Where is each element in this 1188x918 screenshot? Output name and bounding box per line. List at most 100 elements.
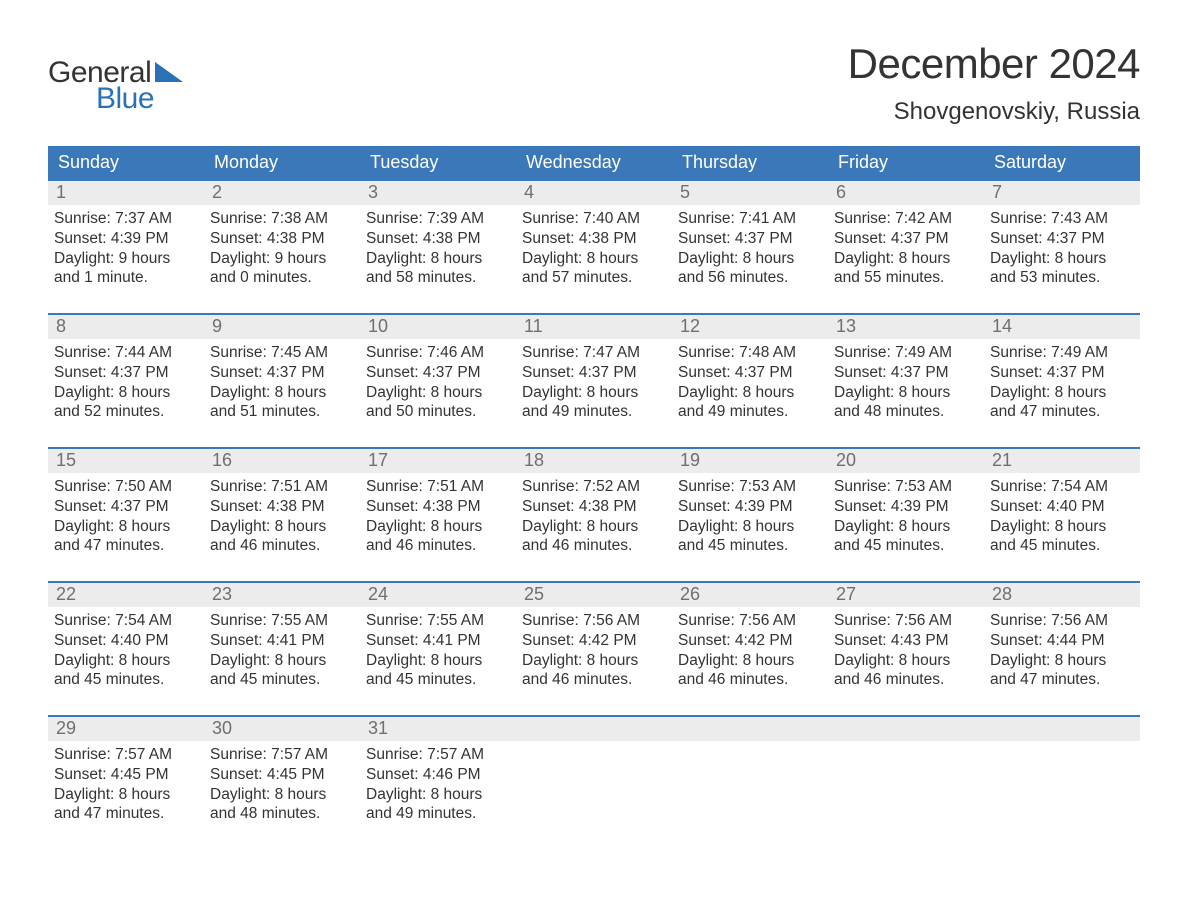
daylight-text: Daylight: 8 hours and 58 minutes.: [366, 249, 510, 289]
calendar: Sunday Monday Tuesday Wednesday Thursday…: [48, 146, 1140, 835]
cell-date: 18: [516, 449, 672, 473]
daylight-text: Daylight: 8 hours and 51 minutes.: [210, 383, 354, 423]
sunset-text: Sunset: 4:38 PM: [522, 229, 666, 249]
sunrise-text: Sunrise: 7:38 AM: [210, 209, 354, 229]
sunrise-text: Sunrise: 7:43 AM: [990, 209, 1134, 229]
title-block: December 2024 Shovgenovskiy, Russia: [848, 40, 1140, 126]
sunrise-text: Sunrise: 7:51 AM: [210, 477, 354, 497]
calendar-cell: .: [984, 717, 1140, 835]
sunrise-text: Sunrise: 7:53 AM: [678, 477, 822, 497]
cell-body: Sunrise: 7:56 AMSunset: 4:42 PMDaylight:…: [672, 607, 828, 690]
calendar-cell: 17Sunrise: 7:51 AMSunset: 4:38 PMDayligh…: [360, 449, 516, 567]
calendar-cell: .: [828, 717, 984, 835]
daylight-text: Daylight: 8 hours and 55 minutes.: [834, 249, 978, 289]
cell-date: 24: [360, 583, 516, 607]
cell-body: Sunrise: 7:56 AMSunset: 4:42 PMDaylight:…: [516, 607, 672, 690]
sunset-text: Sunset: 4:38 PM: [210, 497, 354, 517]
sunrise-text: Sunrise: 7:55 AM: [210, 611, 354, 631]
cell-date: 28: [984, 583, 1140, 607]
sunset-text: Sunset: 4:37 PM: [54, 363, 198, 383]
calendar-cell: 14Sunrise: 7:49 AMSunset: 4:37 PMDayligh…: [984, 315, 1140, 433]
sunset-text: Sunset: 4:37 PM: [54, 497, 198, 517]
cell-date: 9: [204, 315, 360, 339]
calendar-cell: 26Sunrise: 7:56 AMSunset: 4:42 PMDayligh…: [672, 583, 828, 701]
logo-word-blue: Blue: [96, 82, 187, 116]
daylight-text: Daylight: 8 hours and 45 minutes.: [678, 517, 822, 557]
calendar-cell: 12Sunrise: 7:48 AMSunset: 4:37 PMDayligh…: [672, 315, 828, 433]
sunrise-text: Sunrise: 7:39 AM: [366, 209, 510, 229]
sunset-text: Sunset: 4:42 PM: [522, 631, 666, 651]
daylight-text: Daylight: 8 hours and 47 minutes.: [990, 383, 1134, 423]
cell-body: Sunrise: 7:57 AMSunset: 4:46 PMDaylight:…: [360, 741, 516, 824]
cell-body: Sunrise: 7:49 AMSunset: 4:37 PMDaylight:…: [984, 339, 1140, 422]
sunrise-text: Sunrise: 7:56 AM: [522, 611, 666, 631]
daylight-text: Daylight: 9 hours and 1 minute.: [54, 249, 198, 289]
cell-date: 7: [984, 181, 1140, 205]
sunrise-text: Sunrise: 7:46 AM: [366, 343, 510, 363]
week-row: 15Sunrise: 7:50 AMSunset: 4:37 PMDayligh…: [48, 447, 1140, 567]
page-title: December 2024: [848, 40, 1140, 88]
calendar-cell: 27Sunrise: 7:56 AMSunset: 4:43 PMDayligh…: [828, 583, 984, 701]
cell-date: 23: [204, 583, 360, 607]
cell-date: 29: [48, 717, 204, 741]
calendar-cell: 31Sunrise: 7:57 AMSunset: 4:46 PMDayligh…: [360, 717, 516, 835]
calendar-cell: 4Sunrise: 7:40 AMSunset: 4:38 PMDaylight…: [516, 181, 672, 299]
cell-body: Sunrise: 7:56 AMSunset: 4:43 PMDaylight:…: [828, 607, 984, 690]
cell-body: Sunrise: 7:52 AMSunset: 4:38 PMDaylight:…: [516, 473, 672, 556]
daylight-text: Daylight: 8 hours and 49 minutes.: [522, 383, 666, 423]
sunset-text: Sunset: 4:38 PM: [366, 497, 510, 517]
calendar-cell: 16Sunrise: 7:51 AMSunset: 4:38 PMDayligh…: [204, 449, 360, 567]
cell-body: Sunrise: 7:55 AMSunset: 4:41 PMDaylight:…: [204, 607, 360, 690]
sunrise-text: Sunrise: 7:57 AM: [54, 745, 198, 765]
sunset-text: Sunset: 4:39 PM: [54, 229, 198, 249]
daylight-text: Daylight: 8 hours and 57 minutes.: [522, 249, 666, 289]
sunrise-text: Sunrise: 7:45 AM: [210, 343, 354, 363]
daylight-text: Daylight: 8 hours and 50 minutes.: [366, 383, 510, 423]
sunrise-text: Sunrise: 7:53 AM: [834, 477, 978, 497]
calendar-cell: 23Sunrise: 7:55 AMSunset: 4:41 PMDayligh…: [204, 583, 360, 701]
cell-body: Sunrise: 7:51 AMSunset: 4:38 PMDaylight:…: [204, 473, 360, 556]
daylight-text: Daylight: 8 hours and 46 minutes.: [366, 517, 510, 557]
cell-body: Sunrise: 7:48 AMSunset: 4:37 PMDaylight:…: [672, 339, 828, 422]
location-subtitle: Shovgenovskiy, Russia: [848, 98, 1140, 126]
daylight-text: Daylight: 8 hours and 47 minutes.: [54, 785, 198, 825]
sunset-text: Sunset: 4:46 PM: [366, 765, 510, 785]
daylight-text: Daylight: 8 hours and 47 minutes.: [54, 517, 198, 557]
sunset-text: Sunset: 4:41 PM: [210, 631, 354, 651]
sunset-text: Sunset: 4:38 PM: [366, 229, 510, 249]
daylight-text: Daylight: 8 hours and 45 minutes.: [990, 517, 1134, 557]
dayhead-saturday: Saturday: [984, 146, 1140, 179]
sunset-text: Sunset: 4:39 PM: [678, 497, 822, 517]
dayhead-sunday: Sunday: [48, 146, 204, 179]
sunrise-text: Sunrise: 7:57 AM: [366, 745, 510, 765]
cell-body: Sunrise: 7:43 AMSunset: 4:37 PMDaylight:…: [984, 205, 1140, 288]
sunset-text: Sunset: 4:41 PM: [366, 631, 510, 651]
daylight-text: Daylight: 8 hours and 56 minutes.: [678, 249, 822, 289]
cell-body: Sunrise: 7:40 AMSunset: 4:38 PMDaylight:…: [516, 205, 672, 288]
cell-date: 26: [672, 583, 828, 607]
cell-date: .: [984, 717, 1140, 741]
cell-date: 8: [48, 315, 204, 339]
calendar-cell: 15Sunrise: 7:50 AMSunset: 4:37 PMDayligh…: [48, 449, 204, 567]
sunset-text: Sunset: 4:38 PM: [210, 229, 354, 249]
sunrise-text: Sunrise: 7:41 AM: [678, 209, 822, 229]
cell-body: Sunrise: 7:49 AMSunset: 4:37 PMDaylight:…: [828, 339, 984, 422]
week-row: 8Sunrise: 7:44 AMSunset: 4:37 PMDaylight…: [48, 313, 1140, 433]
dayhead-wednesday: Wednesday: [516, 146, 672, 179]
sunset-text: Sunset: 4:37 PM: [834, 229, 978, 249]
sunrise-text: Sunrise: 7:54 AM: [990, 477, 1134, 497]
calendar-cell: 1Sunrise: 7:37 AMSunset: 4:39 PMDaylight…: [48, 181, 204, 299]
cell-body: Sunrise: 7:54 AMSunset: 4:40 PMDaylight:…: [48, 607, 204, 690]
sunset-text: Sunset: 4:37 PM: [678, 363, 822, 383]
cell-date: .: [828, 717, 984, 741]
calendar-cell: 24Sunrise: 7:55 AMSunset: 4:41 PMDayligh…: [360, 583, 516, 701]
sunrise-text: Sunrise: 7:54 AM: [54, 611, 198, 631]
cell-date: 2: [204, 181, 360, 205]
cell-body: Sunrise: 7:41 AMSunset: 4:37 PMDaylight:…: [672, 205, 828, 288]
sunset-text: Sunset: 4:37 PM: [522, 363, 666, 383]
calendar-cell: 30Sunrise: 7:57 AMSunset: 4:45 PMDayligh…: [204, 717, 360, 835]
cell-body: Sunrise: 7:57 AMSunset: 4:45 PMDaylight:…: [48, 741, 204, 824]
dayhead-thursday: Thursday: [672, 146, 828, 179]
sunrise-text: Sunrise: 7:42 AM: [834, 209, 978, 229]
sunset-text: Sunset: 4:42 PM: [678, 631, 822, 651]
